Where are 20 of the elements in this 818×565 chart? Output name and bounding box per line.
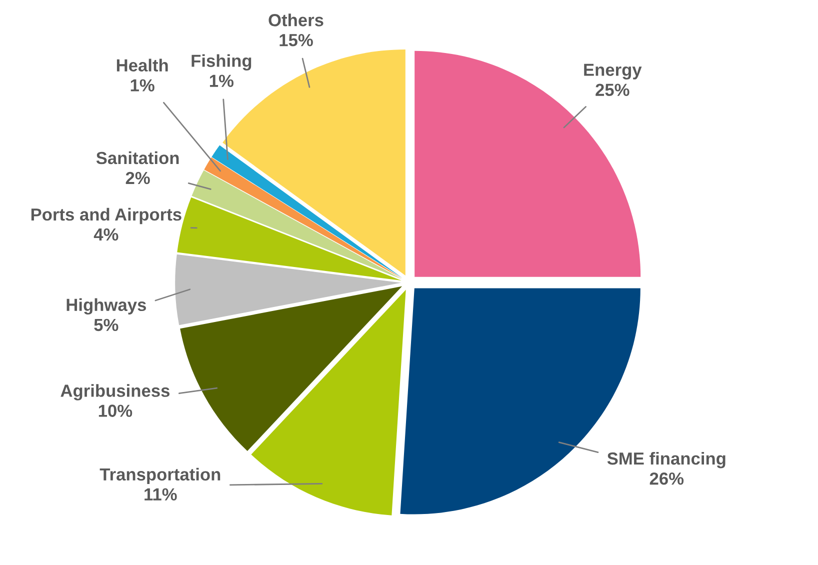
slice-label: Fishing [192, 54, 252, 70]
slice-label: Energy [584, 64, 642, 80]
slice-label: Highways [66, 298, 146, 315]
data-label: 2% [126, 172, 150, 184]
slice-label: Health [116, 58, 168, 72]
data-label: 26% [650, 472, 684, 485]
data-label: 1% [210, 74, 234, 87]
data-label: 4% [94, 228, 118, 241]
data-label: 1% [130, 79, 154, 92]
slice-label: Transportation [100, 468, 220, 484]
slice-label: Sanitation [96, 151, 179, 164]
data-label: 10% [98, 404, 132, 417]
slice-label: Others [268, 14, 324, 26]
slice-label: Agribusiness [60, 384, 170, 400]
data-label: 11% [144, 488, 177, 501]
data-label: 25% [596, 84, 630, 96]
data-label: 5% [94, 318, 118, 332]
slice-label: Ports and Airports [31, 208, 182, 224]
data-label: 15% [280, 34, 313, 46]
slice-label: SME financing [607, 452, 726, 468]
